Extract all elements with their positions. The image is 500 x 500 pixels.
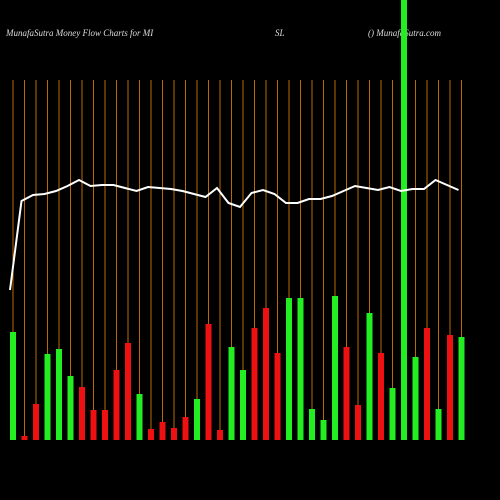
flow-bar [228,347,235,440]
price-line [9,178,459,291]
flow-bar [194,399,200,440]
flow-bar [113,370,120,440]
flow-bar [424,328,430,440]
flow-bar [458,337,465,440]
flow-bar [205,324,212,440]
flow-bar [44,354,51,440]
flow-bar [378,353,384,440]
flow-bar [309,409,315,440]
flow-bar [332,296,338,440]
flow-bar [343,347,350,440]
chart-title-mid: SL [275,28,285,38]
flow-bar [263,308,269,440]
flow-bar [435,409,442,440]
flow-bar [125,343,131,440]
flow-bar [67,376,74,440]
flow-bar [148,429,154,440]
chart-title: MunafaSutra Money Flow Charts for MI [5,28,154,38]
flow-bar [355,405,361,440]
flow-bar [251,328,258,440]
flow-bar [320,420,327,440]
flow-bar [240,370,246,440]
flow-bar [366,313,373,440]
flow-bar [401,0,407,440]
flow-bar [217,430,223,440]
flow-bar [447,335,453,440]
flow-bar [56,349,62,440]
flow-bar [90,410,97,440]
flow-bar [389,388,396,440]
flow-bar [21,436,28,440]
flow-bar [159,422,166,440]
flow-bar [412,357,419,440]
flow-bar [274,353,281,440]
flow-bar [171,428,177,440]
flow-bar [136,394,143,440]
flow-bar [10,332,16,440]
flow-bar [102,410,108,440]
flow-bar [286,298,292,440]
flow-bar [182,417,189,440]
flow-bar [79,387,85,440]
flow-bar [297,298,304,440]
flow-bar [33,404,39,440]
